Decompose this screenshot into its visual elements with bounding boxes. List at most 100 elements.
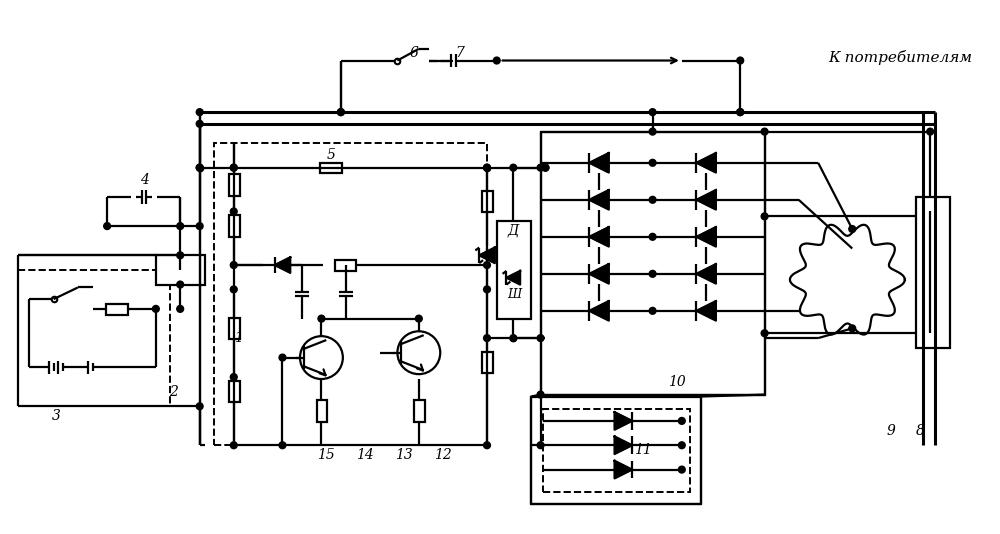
Bar [156,255,205,285]
Polygon shape [615,461,632,478]
Bar [541,131,765,395]
Circle shape [737,57,744,64]
Bar [106,304,128,315]
Circle shape [196,223,203,230]
Bar [229,381,240,403]
Circle shape [337,109,344,115]
Circle shape [493,57,500,64]
Text: 10: 10 [668,375,686,389]
Circle shape [230,164,237,171]
Circle shape [484,164,490,171]
Circle shape [152,305,159,312]
Text: 6: 6 [410,46,418,60]
Text: К потребителям: К потребителям [828,50,972,65]
Circle shape [230,374,237,380]
Text: 8: 8 [916,423,925,438]
Circle shape [230,164,237,171]
Text: 15: 15 [317,448,335,462]
Polygon shape [589,227,609,247]
Bar [18,270,170,406]
Circle shape [104,223,111,230]
Circle shape [849,325,856,332]
Polygon shape [589,301,609,320]
Polygon shape [696,264,716,284]
Bar [317,400,327,422]
Text: 1: 1 [234,331,243,345]
Circle shape [484,262,490,269]
Text: 7: 7 [455,46,464,60]
Text: Д: Д [508,224,519,238]
Polygon shape [589,264,609,284]
Circle shape [196,120,203,127]
Circle shape [230,262,237,269]
Circle shape [537,164,544,171]
Circle shape [849,225,856,232]
Circle shape [678,418,685,425]
Circle shape [177,223,184,230]
Bar [543,409,690,492]
Circle shape [177,252,184,258]
Circle shape [337,109,344,115]
Polygon shape [696,227,716,247]
Bar [531,397,701,504]
Circle shape [279,442,286,449]
Text: 11: 11 [634,443,652,457]
Circle shape [279,354,286,361]
Circle shape [537,335,544,342]
Text: 4: 4 [140,174,149,187]
Polygon shape [479,248,495,263]
Bar [916,197,950,348]
Circle shape [537,442,544,449]
Circle shape [542,164,549,171]
Polygon shape [506,271,520,285]
Text: 3: 3 [52,409,61,423]
Circle shape [678,466,685,473]
Text: 13: 13 [395,448,413,462]
Circle shape [649,233,656,240]
Circle shape [484,286,490,293]
Circle shape [318,315,325,322]
Bar [229,318,240,339]
Text: 14: 14 [356,448,374,462]
Circle shape [649,197,656,203]
Polygon shape [696,190,716,209]
Bar [229,175,240,196]
Bar [414,400,425,422]
Circle shape [761,128,768,135]
Circle shape [230,442,237,449]
Bar [482,352,493,373]
Bar [229,215,240,237]
Circle shape [177,281,184,288]
Circle shape [737,109,744,115]
Polygon shape [589,190,609,209]
Polygon shape [615,436,632,454]
Circle shape [177,305,184,312]
Circle shape [230,286,237,293]
Circle shape [737,109,744,115]
Circle shape [484,164,490,171]
Bar [555,138,750,387]
Circle shape [761,330,768,336]
Circle shape [196,164,203,171]
Circle shape [542,164,549,171]
Bar [214,143,487,445]
Bar [335,260,356,271]
Circle shape [230,208,237,215]
Circle shape [415,315,422,322]
Polygon shape [696,301,716,320]
Circle shape [196,109,203,115]
Bar [482,191,493,213]
Text: 5: 5 [327,148,336,162]
Circle shape [196,164,203,171]
Circle shape [761,213,768,220]
Circle shape [649,128,656,135]
Circle shape [537,391,544,398]
Text: Ш: Ш [507,288,521,301]
Polygon shape [696,153,716,172]
Circle shape [678,442,685,449]
Text: 2: 2 [169,384,178,399]
Circle shape [484,442,490,449]
Circle shape [649,308,656,314]
Polygon shape [275,257,290,273]
Circle shape [510,164,517,171]
